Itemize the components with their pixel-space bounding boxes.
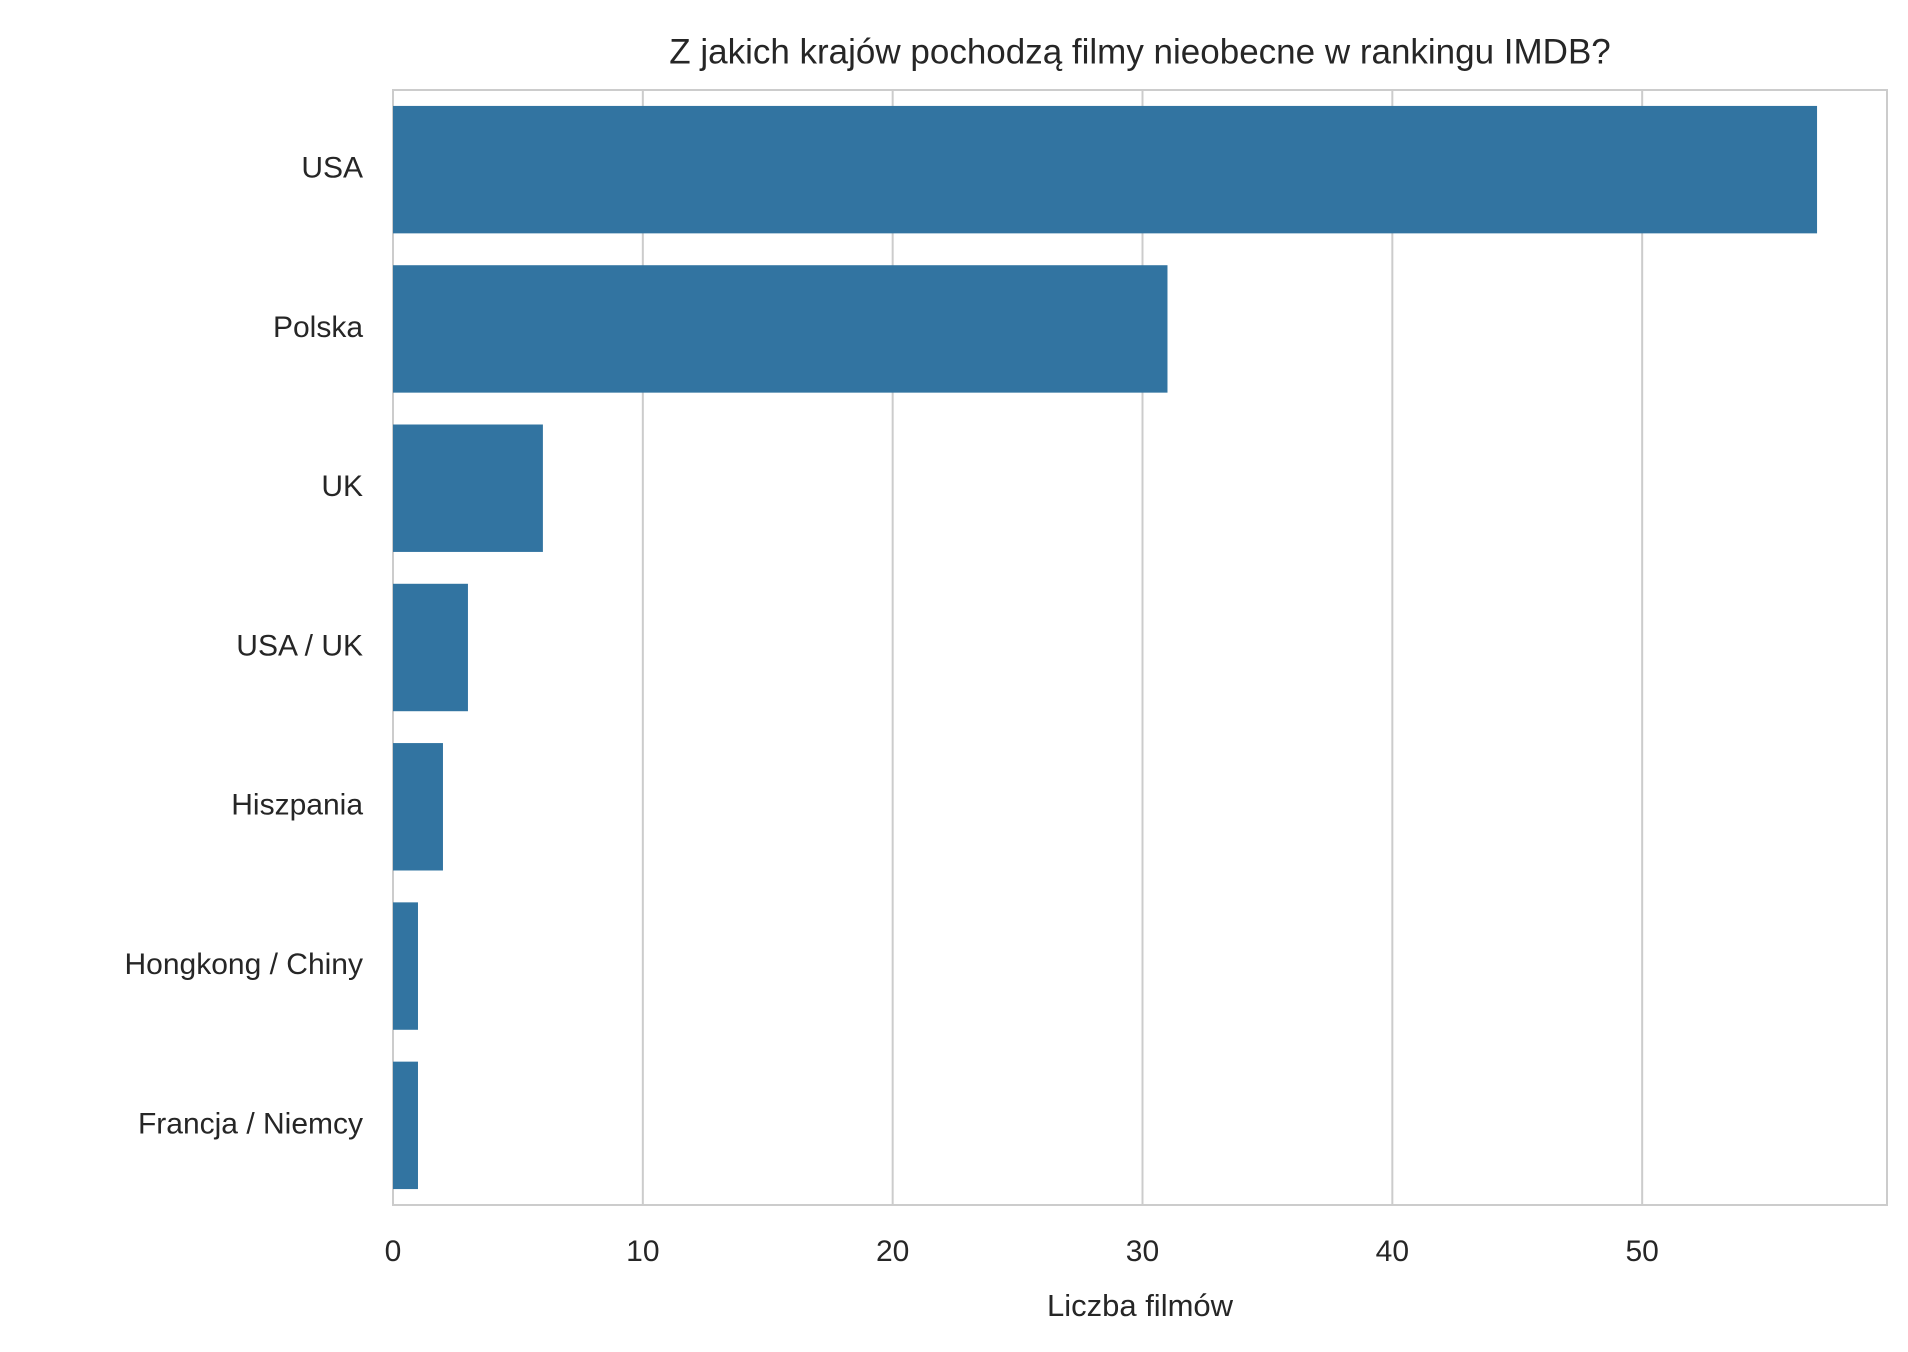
chart-title: Z jakich krajów pochodzą filmy nieobecne… bbox=[669, 32, 1611, 71]
y-tick-label: Francja / Niemcy bbox=[138, 1107, 363, 1140]
x-tick-label: 50 bbox=[1625, 1235, 1658, 1268]
bar bbox=[393, 424, 543, 552]
y-tick-label: Hongkong / Chiny bbox=[125, 948, 363, 981]
x-tick-label: 30 bbox=[1126, 1235, 1159, 1268]
bar bbox=[393, 1061, 418, 1190]
y-tick-label: Hiszpania bbox=[231, 789, 363, 822]
x-tick-label: 10 bbox=[626, 1235, 659, 1268]
plot-frame bbox=[392, 89, 1888, 1206]
y-tick-label: Polska bbox=[273, 311, 363, 344]
bar bbox=[393, 743, 443, 871]
bar bbox=[393, 902, 418, 1030]
x-tick-label: 0 bbox=[385, 1235, 402, 1268]
y-tick-label: USA / UK bbox=[236, 629, 363, 662]
x-tick-label: 20 bbox=[876, 1235, 909, 1268]
x-tick-label: 40 bbox=[1376, 1235, 1409, 1268]
bar bbox=[393, 583, 468, 712]
bar bbox=[393, 105, 1818, 234]
y-tick-label: UK bbox=[321, 470, 363, 503]
bar bbox=[393, 265, 1168, 393]
x-axis-label: Liczba filmów bbox=[1047, 1288, 1234, 1323]
y-tick-label: USA bbox=[301, 152, 363, 185]
